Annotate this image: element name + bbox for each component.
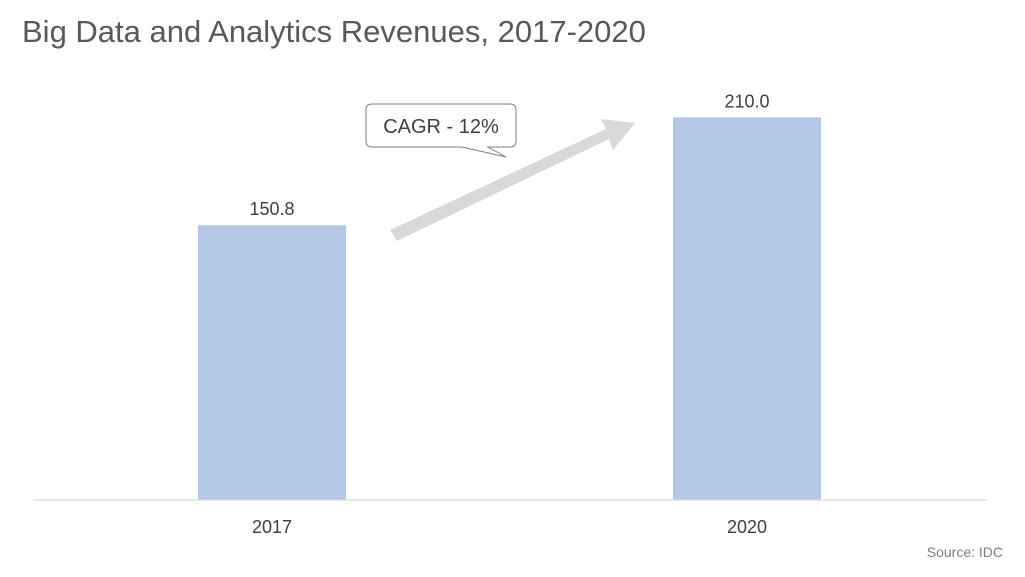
- x-tick-label-2020: 2020: [727, 517, 767, 537]
- data-label-2017: 150.8: [249, 199, 294, 219]
- chart-title: Big Data and Analytics Revenues, 2017-20…: [22, 14, 646, 49]
- source-note: Source: IDC: [926, 544, 1003, 560]
- x-tick-label-2017: 2017: [252, 517, 292, 537]
- callout-bubble: [365, 103, 517, 158]
- bars-layer: [198, 117, 821, 500]
- callout-text: CAGR - 12%: [383, 116, 499, 138]
- data-label-2020: 210.0: [724, 91, 769, 111]
- bar-2020: [673, 117, 821, 500]
- cagr-callout: CAGR - 12%: [365, 103, 517, 158]
- bar-2017: [198, 225, 346, 500]
- growth-arrow-icon: [390, 119, 635, 241]
- labels-layer: 150.8 2017 210.0 2020: [249, 91, 769, 537]
